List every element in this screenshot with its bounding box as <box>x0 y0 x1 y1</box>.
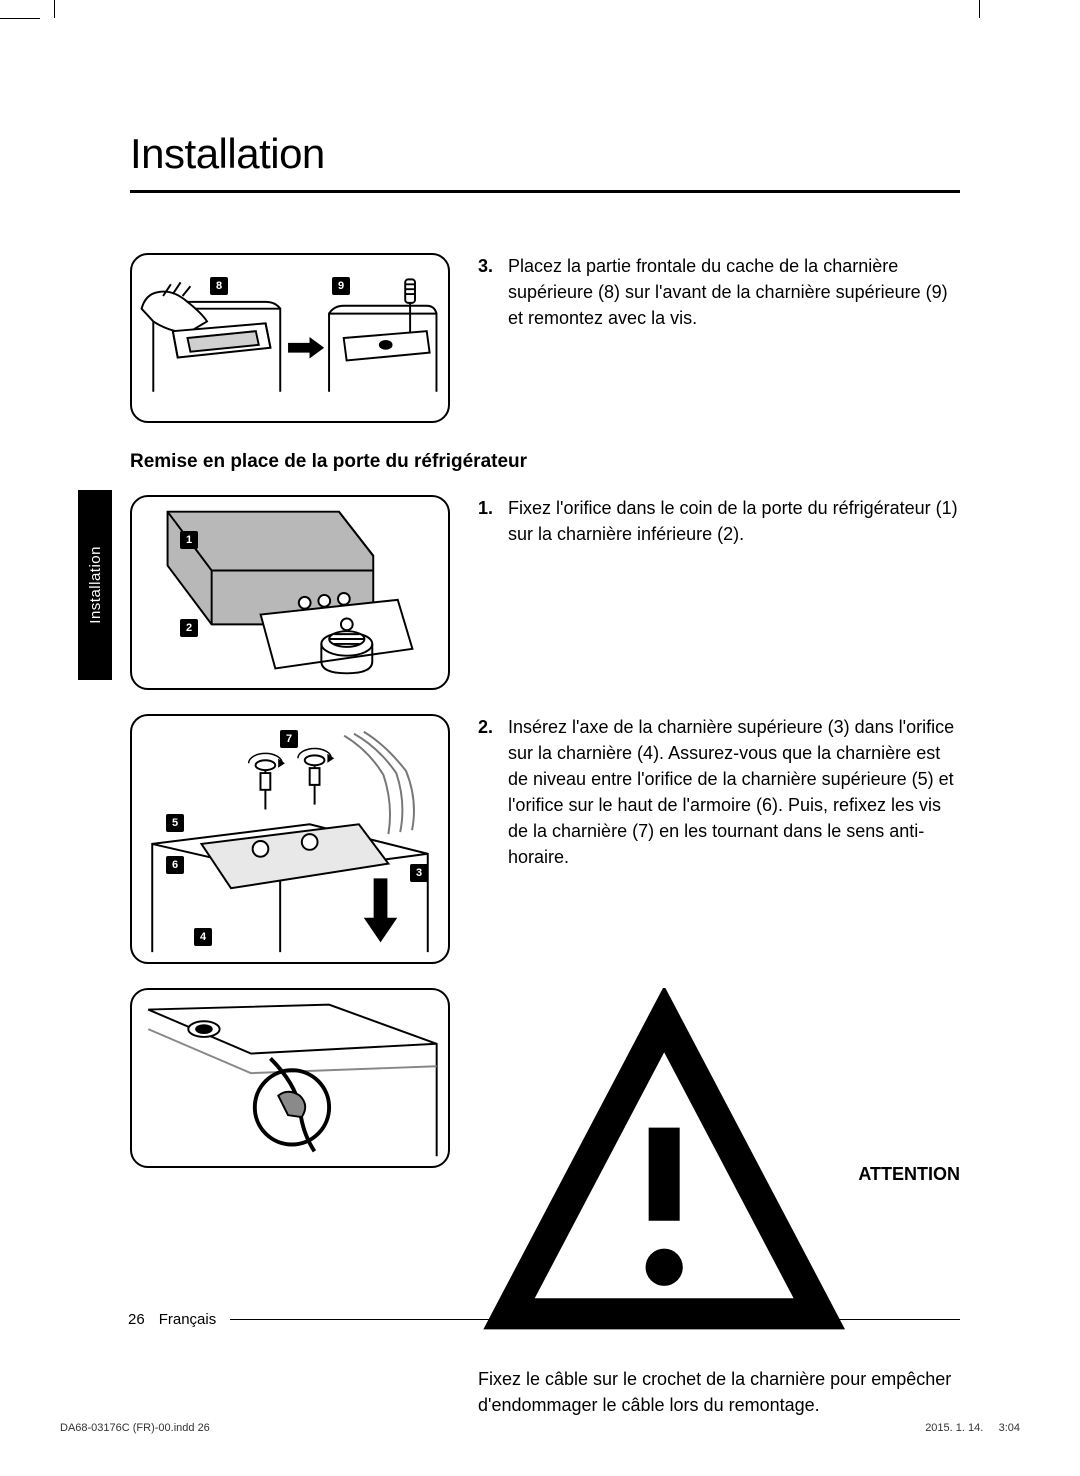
footer-language: Français <box>159 1311 217 1328</box>
step-number: 1. <box>478 495 502 547</box>
step: 1. Fixez l'orifice dans le coin de la po… <box>478 495 960 547</box>
callout-label: 1 <box>180 531 198 549</box>
step-row: 7 5 6 3 4 2. Insérez l'axe de la charniè… <box>130 714 960 964</box>
step-text: Fixez l'orifice dans le coin de la porte… <box>508 495 960 547</box>
callout-label: 5 <box>166 814 184 832</box>
figure-cable-hook <box>130 988 450 1168</box>
step-text: Placez la partie frontale du cache de la… <box>508 253 960 331</box>
warning-icon <box>478 988 850 1360</box>
attention-row: ATTENTION Fixez le câble sur le crochet … <box>130 988 960 1419</box>
page-content: Installation Installation <box>130 130 960 1443</box>
page-title: Installation <box>130 130 960 193</box>
step-number: 2. <box>478 714 502 871</box>
step-text: Insérez l'axe de la charnière supérieure… <box>508 714 960 871</box>
callout-label: 6 <box>166 856 184 874</box>
figure-hinge-cover: 8 9 <box>130 253 450 423</box>
attention-label: ATTENTION <box>858 1161 960 1187</box>
page-footer: 26 Français <box>128 1311 960 1328</box>
step-number: 3. <box>478 253 502 331</box>
callout-label: 9 <box>332 277 350 295</box>
step: 2. Insérez l'axe de la charnière supérie… <box>478 714 960 871</box>
section-tab-label: Installation <box>87 546 104 624</box>
attention-heading: ATTENTION <box>478 988 960 1360</box>
callout-label: 4 <box>194 928 212 946</box>
figure-upper-hinge: 7 5 6 3 4 <box>130 714 450 964</box>
attention-text: Fixez le câble sur le crochet de la char… <box>478 1366 960 1418</box>
imposition-footer: DA68-03176C (FR)-00.indd 26 2015. 1. 14.… <box>60 1422 1020 1434</box>
step-row: 8 9 3. Placez la partie frontale du cach… <box>130 253 960 423</box>
callout-label: 2 <box>180 619 198 637</box>
callout-label: 7 <box>280 730 298 748</box>
footer-rule <box>230 1319 960 1320</box>
indd-date: 2015. 1. 14. <box>925 1422 983 1434</box>
step: 3. Placez la partie frontale du cache de… <box>478 253 960 331</box>
callout-label: 3 <box>410 864 428 882</box>
indd-filename: DA68-03176C (FR)-00.indd 26 <box>60 1422 210 1434</box>
figure-lower-hinge: 1 2 <box>130 495 450 690</box>
indd-time: 3:04 <box>999 1422 1020 1434</box>
section-tab: Installation <box>78 490 112 680</box>
callout-label: 8 <box>210 277 228 295</box>
crop-marks <box>0 0 1080 30</box>
step-row: 1 2 1. Fixez l'orifice dans le coin de l… <box>130 495 960 690</box>
section-subheading: Remise en place de la porte du réfrigéra… <box>130 451 960 473</box>
footer-page-number: 26 <box>128 1311 145 1328</box>
